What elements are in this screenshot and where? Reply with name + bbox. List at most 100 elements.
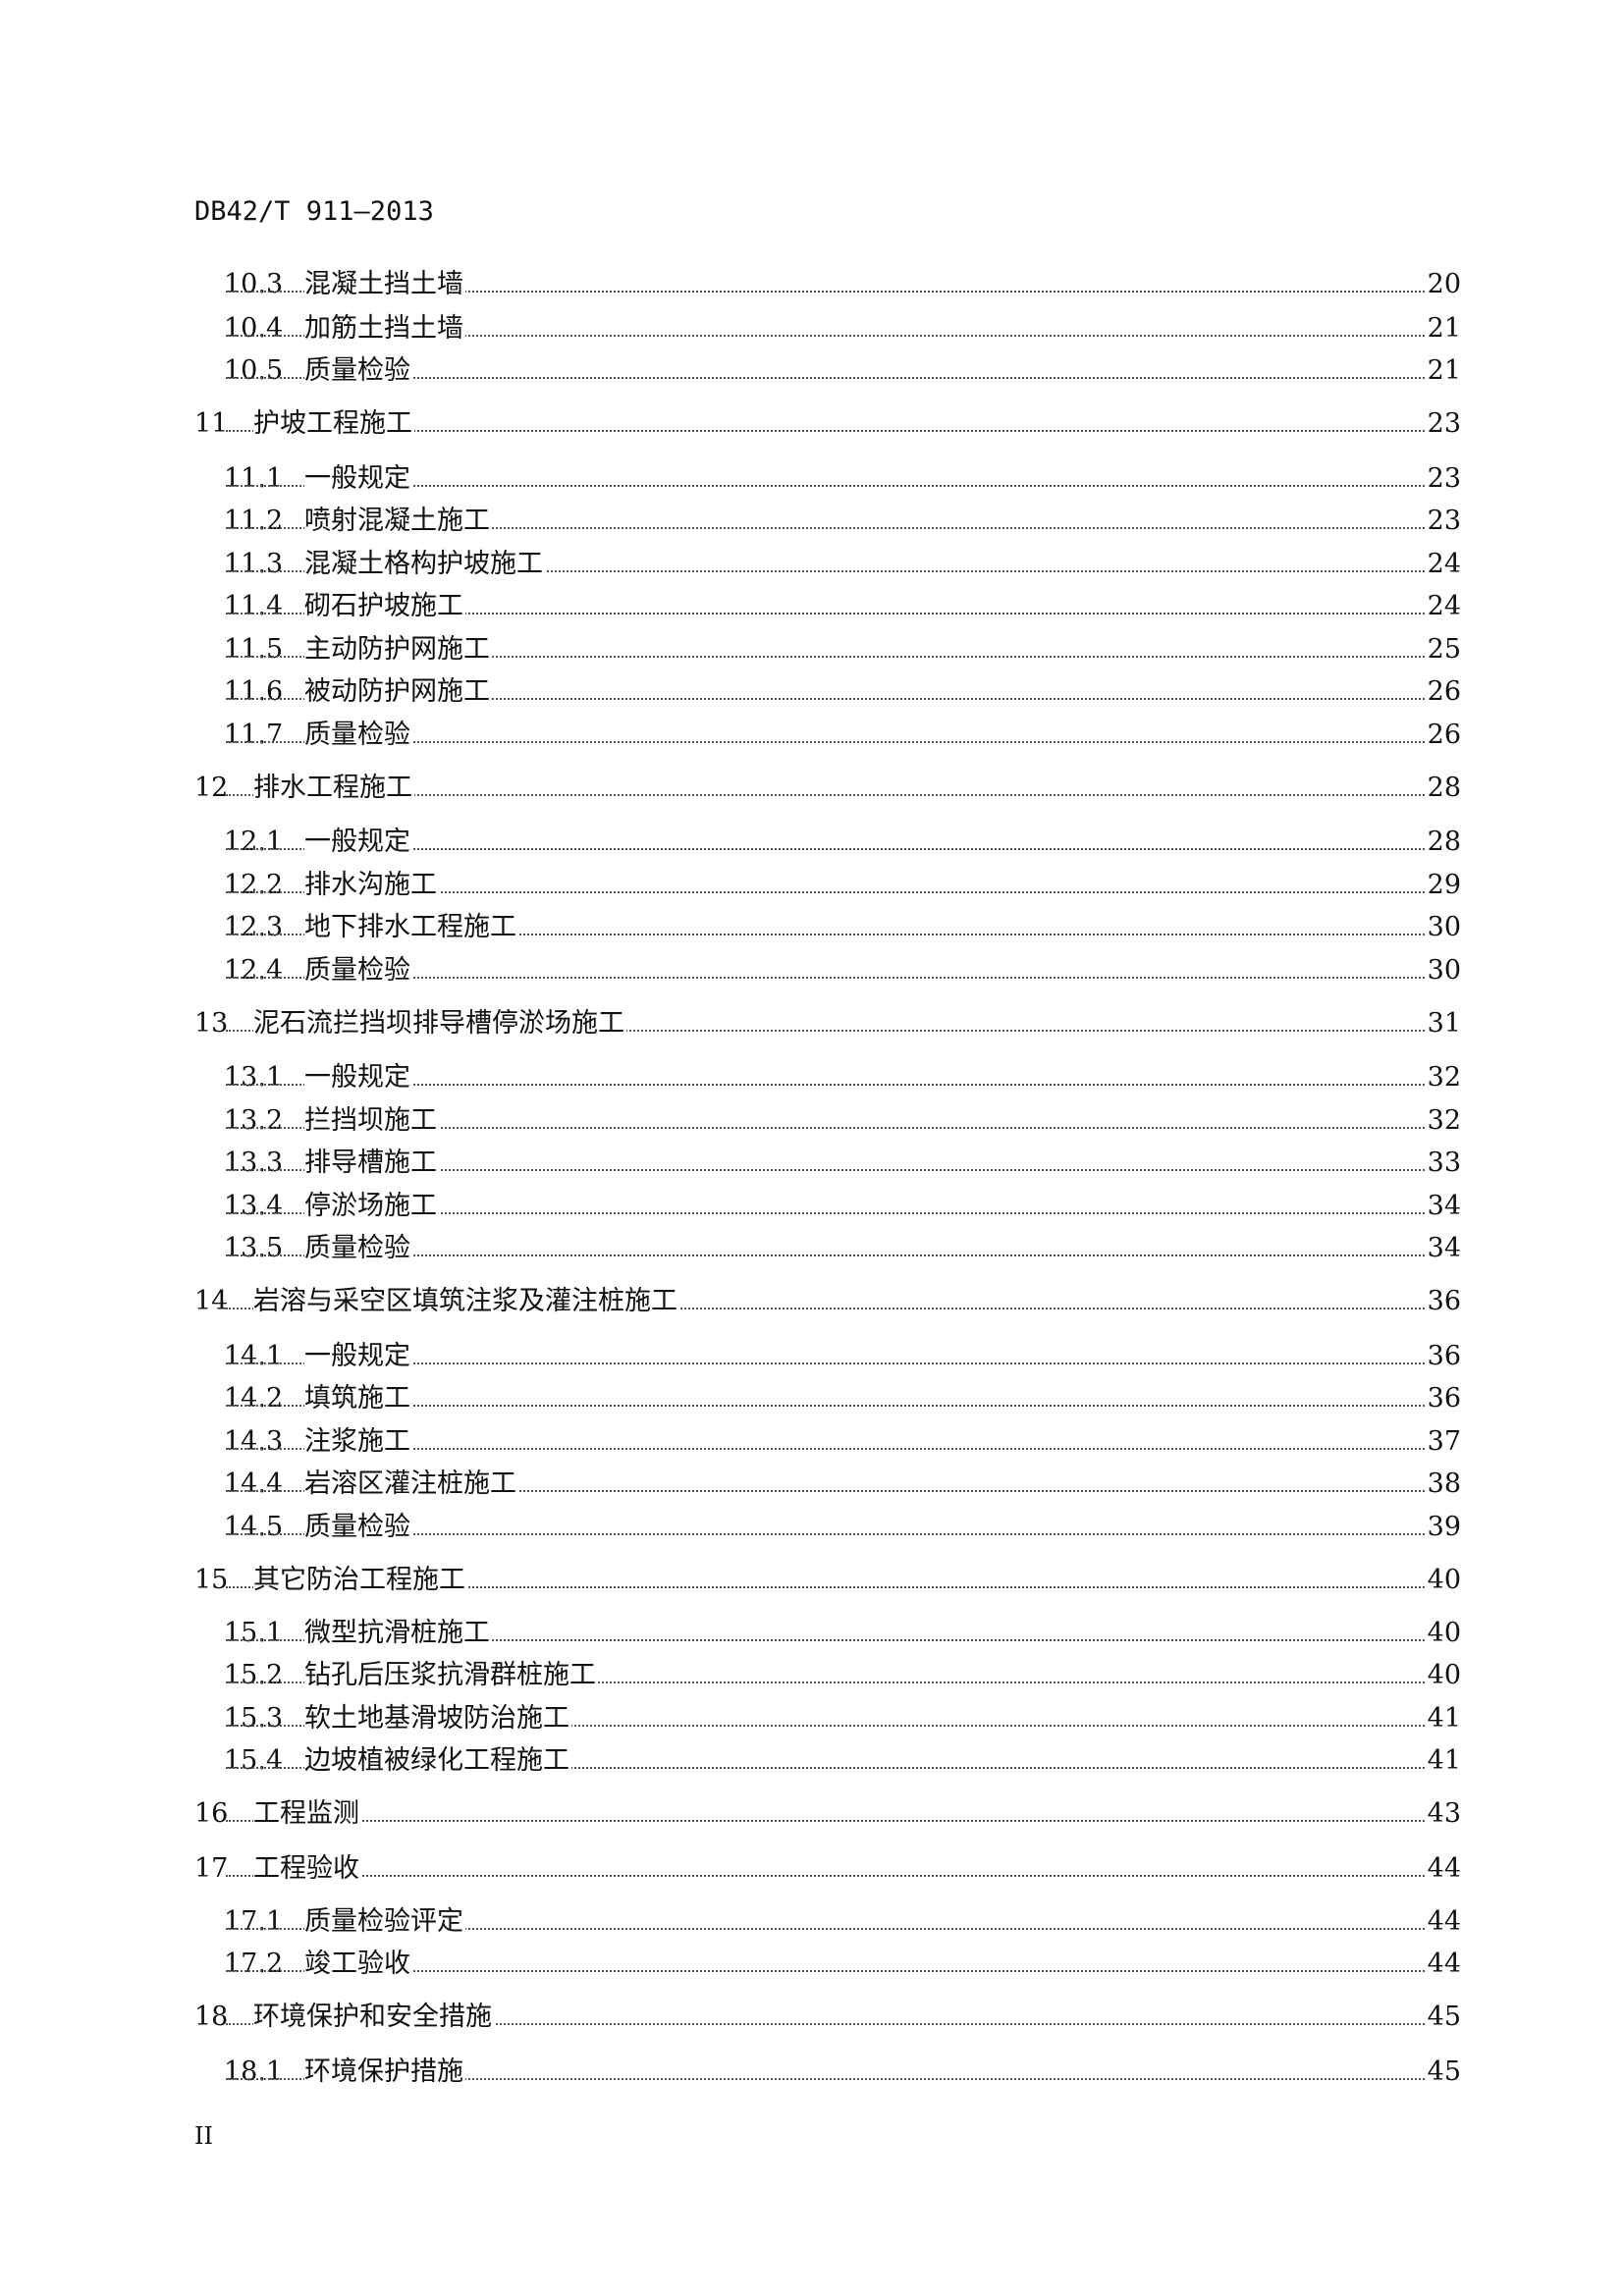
dot-leader <box>226 934 1459 935</box>
toc-entry[interactable]: 14.2 填筑施工 36 <box>0 1379 1624 1418</box>
dot-leader <box>226 377 1459 379</box>
page-ref: 28 <box>1425 823 1461 862</box>
section-number: 11.2 <box>224 506 284 536</box>
section-title: 岩溶区灌注桩施工 <box>304 1465 518 1504</box>
dot-leader <box>226 1970 1459 1972</box>
toc-entry[interactable]: 13 泥石流拦挡坝排导槽停淤场施工 31 <box>0 1003 1624 1043</box>
page-ref: 40 <box>1425 1656 1461 1695</box>
section-number: 15 <box>194 1564 229 1595</box>
section-number: 11.4 <box>224 591 284 621</box>
page-ref: 39 <box>1425 1507 1461 1547</box>
section-title: 泥石流拦挡坝排导槽停淤场施工 <box>253 1003 626 1043</box>
section-number: 15.1 <box>224 1617 284 1648</box>
page-ref: 41 <box>1425 1741 1461 1781</box>
toc-entry[interactable]: 15.1 微型抗滑桩施工 40 <box>0 1613 1624 1653</box>
page-ref: 25 <box>1425 629 1461 669</box>
toc-entry[interactable]: 18.1 环境保护措施 45 <box>0 2052 1624 2092</box>
page-ref: 36 <box>1425 1379 1461 1418</box>
toc-entry[interactable]: 10.3 混凝土挡土墙 20 <box>0 264 1624 304</box>
dot-leader <box>226 1126 1459 1129</box>
toc-entry[interactable]: 11.1 一般规定 23 <box>0 458 1624 499</box>
toc-entry[interactable]: 12 排水工程施工 28 <box>0 768 1624 808</box>
section-number: 11 <box>194 408 229 439</box>
toc-entry[interactable]: 17 工程验收 44 <box>0 1848 1624 1889</box>
toc-entry[interactable]: 11.5 主动防护网施工 25 <box>0 629 1624 669</box>
section-number: 14.5 <box>224 1511 284 1542</box>
toc-entry[interactable]: 12.3 地下排水工程施工 30 <box>0 908 1624 947</box>
section-title: 排导槽施工 <box>304 1144 439 1183</box>
toc-entry[interactable]: 13.2 拦挡坝施工 32 <box>0 1100 1624 1141</box>
toc-entry[interactable]: 13.5 质量检验 34 <box>0 1229 1624 1268</box>
toc-entry[interactable]: 13.3 排导槽施工 33 <box>0 1144 1624 1183</box>
page-ref: 36 <box>1425 1336 1461 1376</box>
dot-leader <box>226 290 1459 293</box>
page-ref: 28 <box>1425 768 1461 808</box>
section-number: 17.1 <box>224 1905 284 1937</box>
dot-leader <box>226 740 1459 743</box>
toc-entry[interactable]: 17.2 竣工验收 44 <box>0 1945 1624 1984</box>
section-title: 质量检验 <box>304 1229 412 1268</box>
toc-entry[interactable]: 11.2 喷射混凝土施工 23 <box>0 502 1624 541</box>
page-ref: 24 <box>1425 587 1461 626</box>
toc-entry[interactable]: 11 护坡工程施工 23 <box>0 404 1624 444</box>
section-number: 12.4 <box>224 954 284 986</box>
page-ref: 33 <box>1425 1144 1461 1183</box>
toc-entry[interactable]: 12.4 质量检验 30 <box>0 950 1624 990</box>
dot-leader <box>226 613 1459 614</box>
section-number: 13.3 <box>224 1148 284 1178</box>
dot-leader <box>226 1638 1459 1641</box>
page-ref: 44 <box>1425 1945 1461 1984</box>
page-ref: 21 <box>1425 351 1461 391</box>
page-ref: 45 <box>1425 2052 1461 2092</box>
toc-entry[interactable]: 15.3 软土地基滑坡防治施工 41 <box>0 1698 1624 1738</box>
page-ref: 41 <box>1425 1698 1461 1738</box>
section-number: 18.1 <box>224 2056 284 2087</box>
dot-leader <box>226 1767 1459 1769</box>
section-number: 10.3 <box>224 268 284 299</box>
toc-entry[interactable]: 14.1 一般规定 36 <box>0 1336 1624 1376</box>
section-number: 14 <box>194 1286 229 1316</box>
toc-entry[interactable]: 17.1 质量检验评定 44 <box>0 1901 1624 1942</box>
dot-leader <box>226 484 1459 487</box>
dot-leader <box>226 334 1459 337</box>
section-title: 一般规定 <box>304 1058 412 1097</box>
toc-entry[interactable]: 14.3 注浆施工 37 <box>0 1421 1624 1462</box>
toc-entry[interactable]: 15.2 钻孔后压浆抗滑群桩施工 40 <box>0 1656 1624 1695</box>
toc-entry[interactable]: 14.4 岩溶区灌注桩施工 38 <box>0 1465 1624 1504</box>
section-title: 微型抗滑桩施工 <box>304 1613 492 1653</box>
dot-leader <box>226 848 1459 850</box>
toc-entry[interactable]: 12.2 排水沟施工 29 <box>0 865 1624 905</box>
toc-entry[interactable]: 16 工程监测 43 <box>0 1794 1624 1834</box>
section-title: 被动防护网施工 <box>304 672 492 712</box>
toc-entry[interactable]: 14 岩溶与采空区填筑注浆及灌注桩施工 36 <box>0 1282 1624 1321</box>
dot-leader <box>226 1820 1459 1822</box>
toc-entry[interactable]: 10.4 加筋土挡土墙 21 <box>0 308 1624 348</box>
dot-leader <box>226 1874 1459 1877</box>
toc-entry[interactable]: 18 环境保护和安全措施 45 <box>0 1998 1624 2037</box>
toc-entry[interactable]: 14.5 质量检验 39 <box>0 1507 1624 1547</box>
section-title: 工程监测 <box>253 1794 361 1834</box>
toc-entry[interactable]: 12.1 一般规定 28 <box>0 823 1624 862</box>
section-title: 环境保护和安全措施 <box>253 1998 494 2037</box>
toc-entry[interactable]: 15 其它防治工程施工 40 <box>0 1560 1624 1600</box>
page-ref: 45 <box>1425 1998 1461 2037</box>
toc-entry[interactable]: 15.4 边坡植被绿化工程施工 41 <box>0 1741 1624 1781</box>
dot-leader <box>226 655 1459 658</box>
toc-entry[interactable]: 11.3 混凝土格构护坡施工 24 <box>0 544 1624 584</box>
toc-entry[interactable]: 10.5 质量检验 21 <box>0 351 1624 391</box>
dot-leader <box>226 793 1459 796</box>
toc-entry[interactable]: 11.6 被动防护网施工 26 <box>0 672 1624 712</box>
section-number: 13 <box>194 1007 229 1039</box>
page-ref: 26 <box>1425 672 1461 712</box>
section-title: 工程验收 <box>253 1848 361 1889</box>
toc-entry[interactable]: 13.4 停淤场施工 34 <box>0 1186 1624 1226</box>
dot-leader <box>226 1927 1459 1930</box>
dot-leader <box>226 1362 1459 1364</box>
section-title: 质量检验 <box>304 715 412 755</box>
section-number: 15.3 <box>224 1702 284 1734</box>
toc-entry[interactable]: 11.7 质量检验 26 <box>0 715 1624 755</box>
toc-entry[interactable]: 11.4 砌石护坡施工 24 <box>0 587 1624 626</box>
toc-entry[interactable]: 13.1 一般规定 32 <box>0 1058 1624 1097</box>
page-ref: 30 <box>1425 908 1461 947</box>
section-number: 13.4 <box>224 1190 284 1221</box>
